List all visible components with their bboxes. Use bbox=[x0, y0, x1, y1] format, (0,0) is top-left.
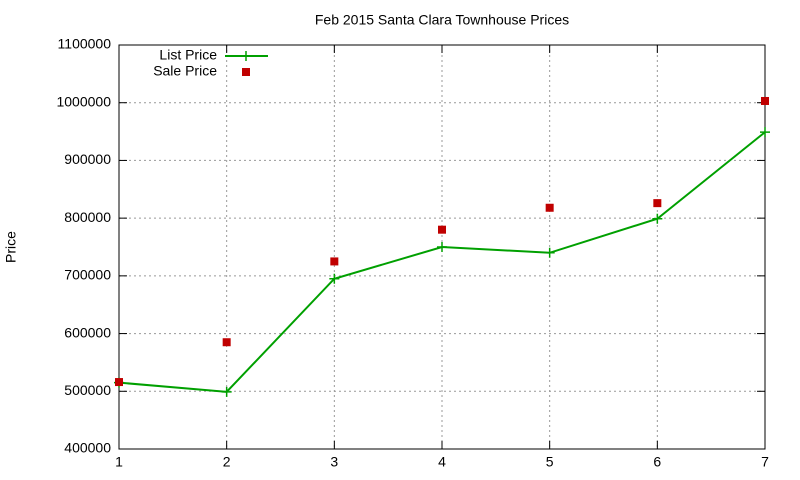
y-axis-label: Price bbox=[3, 231, 19, 263]
point-marker bbox=[761, 96, 769, 105]
x-tick-label: 4 bbox=[438, 454, 446, 470]
x-tick-label: 1 bbox=[115, 454, 123, 470]
plot-border bbox=[118, 44, 766, 450]
point-marker bbox=[652, 213, 663, 224]
y-tick-label: 500000 bbox=[64, 382, 111, 398]
legend-label: List Price bbox=[159, 47, 217, 63]
legend-marker bbox=[241, 51, 251, 61]
legend-label: Sale Price bbox=[153, 63, 217, 79]
point-marker bbox=[545, 203, 554, 212]
point-marker bbox=[653, 199, 662, 208]
point-marker bbox=[329, 273, 340, 284]
point-marker bbox=[222, 338, 231, 347]
point-marker bbox=[437, 242, 447, 252]
point-marker bbox=[760, 127, 770, 138]
x-tick-label: 7 bbox=[761, 454, 769, 470]
x-tick-label: 5 bbox=[546, 454, 554, 470]
y-tick-label: 400000 bbox=[64, 440, 111, 456]
y-tick-label: 1000000 bbox=[56, 93, 111, 109]
point-marker bbox=[544, 247, 555, 258]
point-marker bbox=[115, 378, 123, 387]
point-marker bbox=[221, 386, 232, 397]
x-tick-label: 2 bbox=[223, 454, 231, 470]
y-tick-label: 600000 bbox=[64, 324, 111, 340]
point-marker bbox=[330, 257, 339, 266]
x-tick-label: 3 bbox=[330, 454, 338, 470]
y-tick-label: 700000 bbox=[64, 267, 111, 283]
chart-title: Feb 2015 Santa Clara Townhouse Prices bbox=[315, 12, 569, 28]
x-tick-label: 6 bbox=[653, 454, 661, 470]
legend-marker bbox=[242, 68, 250, 76]
y-tick-label: 900000 bbox=[64, 151, 111, 167]
y-tick-label: 800000 bbox=[64, 209, 111, 225]
y-tick-label: 1100000 bbox=[58, 36, 112, 52]
point-marker bbox=[438, 225, 446, 234]
